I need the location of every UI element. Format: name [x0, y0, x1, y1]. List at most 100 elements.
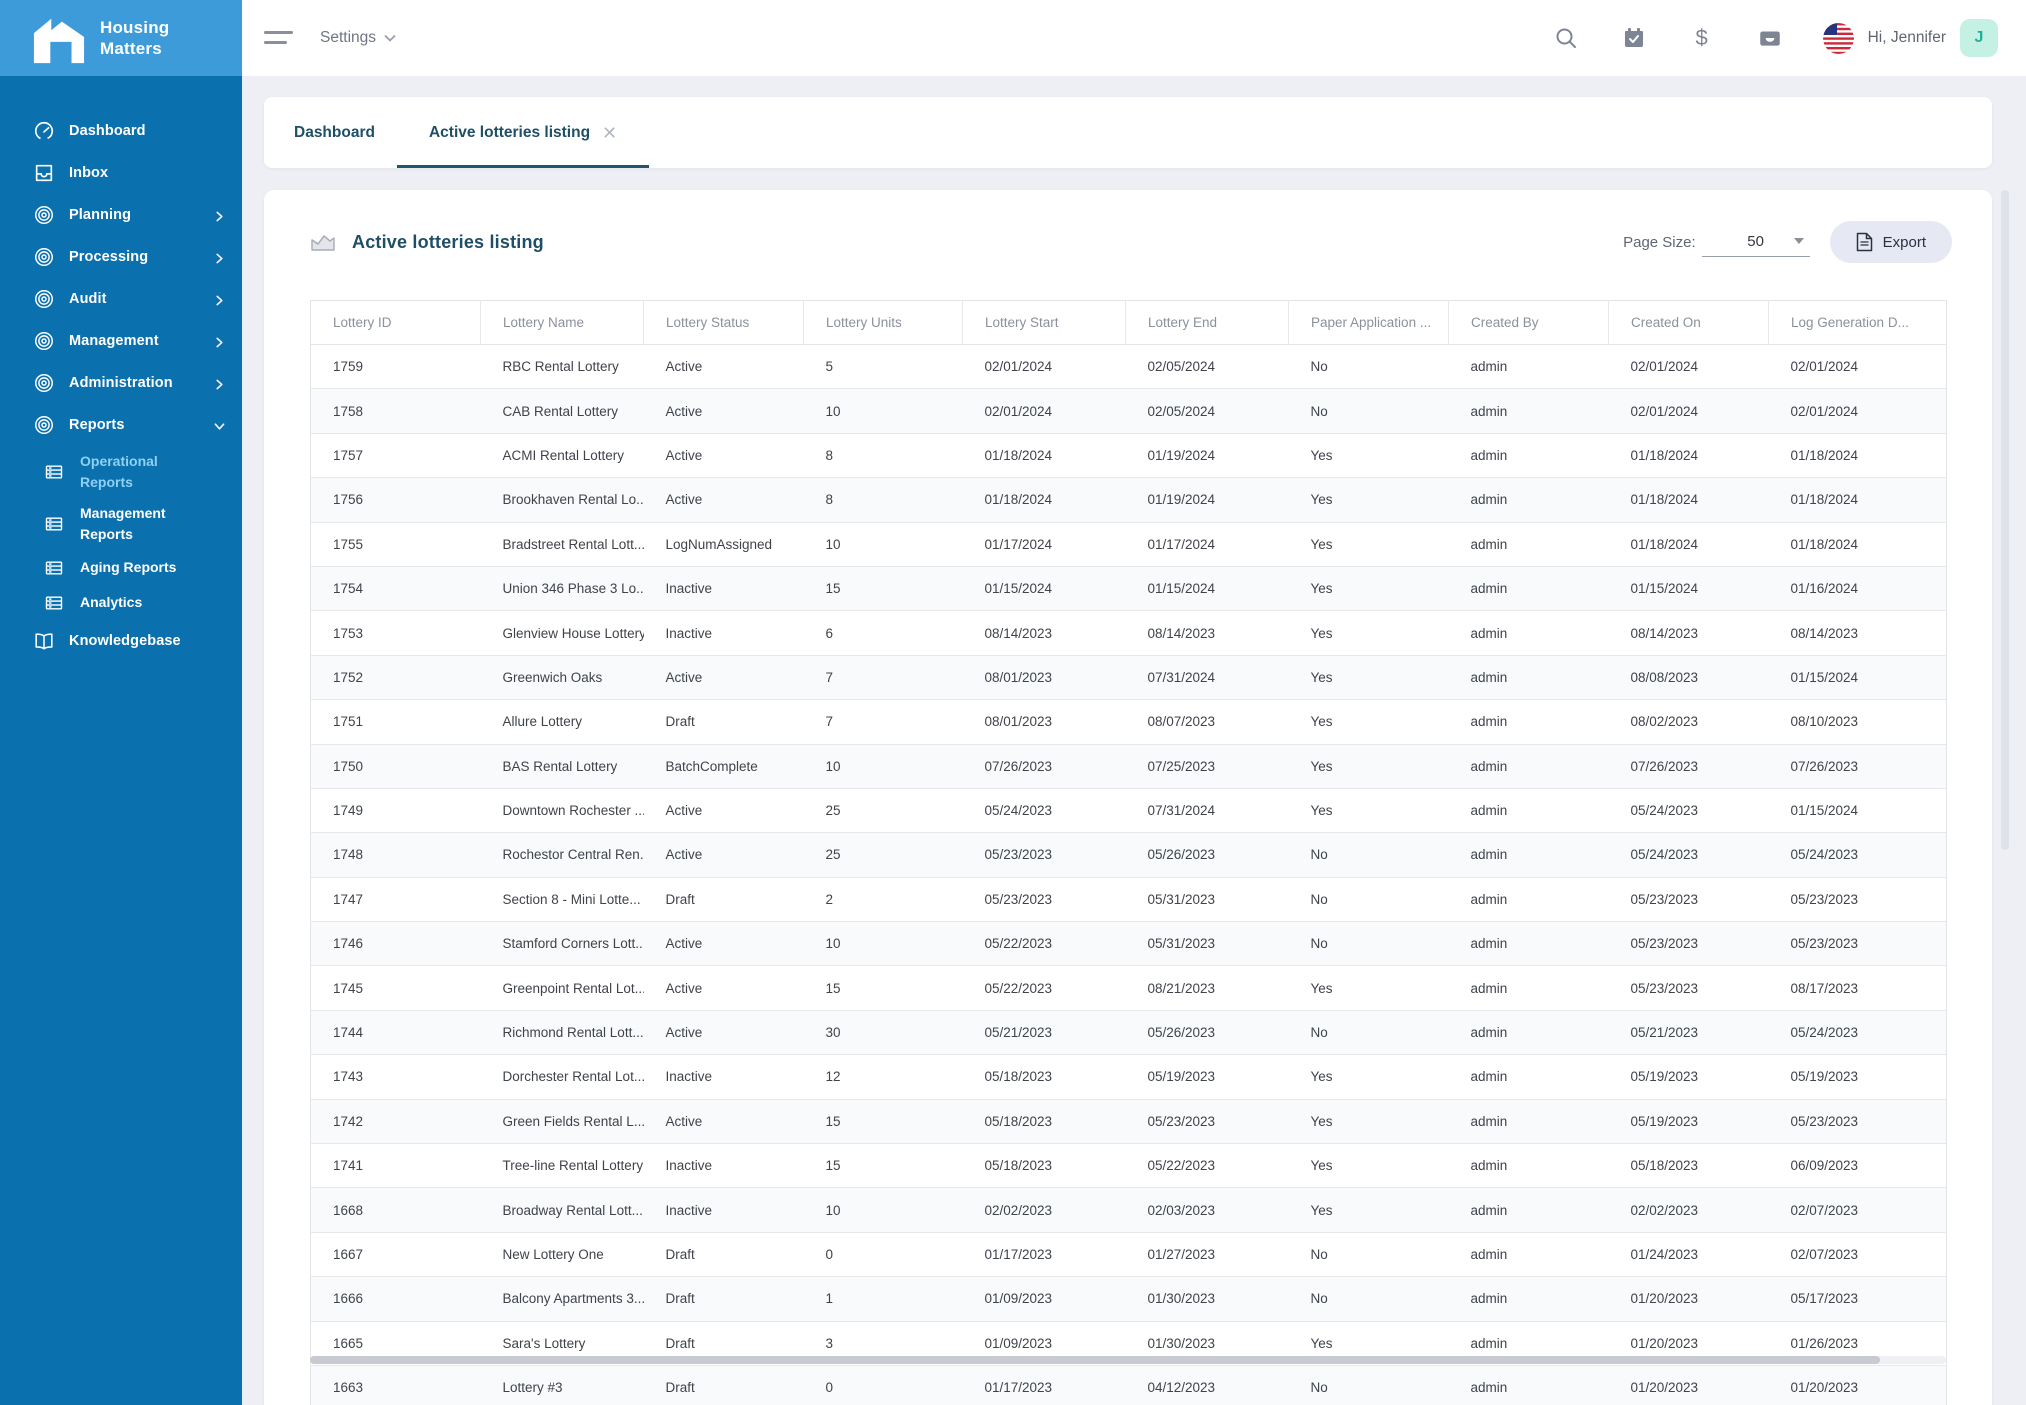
- table-cell: 1746: [311, 922, 481, 966]
- sidebar-item-management[interactable]: Management: [0, 320, 242, 362]
- table-row[interactable]: 1754Union 346 Phase 3 Lo...Inactive1501/…: [311, 566, 1947, 610]
- sidebar-item-inbox[interactable]: Inbox: [0, 152, 242, 194]
- table-row[interactable]: 1667New Lottery OneDraft001/17/202301/27…: [311, 1232, 1947, 1276]
- column-header[interactable]: Log Generation D...: [1769, 301, 1947, 345]
- horizontal-scrollbar-thumb[interactable]: [310, 1356, 1880, 1364]
- table-cell: 01/30/2023: [1126, 1277, 1289, 1321]
- column-header[interactable]: Lottery Units: [804, 301, 963, 345]
- column-header[interactable]: Created By: [1449, 301, 1609, 345]
- table-row[interactable]: 1748Rochestor Central Ren...Active2505/2…: [311, 833, 1947, 877]
- target-icon: [33, 204, 55, 226]
- table-cell: Inactive: [644, 611, 804, 655]
- table-row[interactable]: 1741Tree-line Rental LotteryInactive1505…: [311, 1144, 1947, 1188]
- column-header[interactable]: Created On: [1609, 301, 1769, 345]
- sidebar-item-processing[interactable]: Processing: [0, 236, 242, 278]
- table-cell: 05/24/2023: [1769, 833, 1947, 877]
- search-icon[interactable]: [1553, 25, 1579, 51]
- table-cell: 05/23/2023: [963, 877, 1126, 921]
- sidebar-item-dashboard[interactable]: Dashboard: [0, 110, 242, 152]
- table-cell: No: [1289, 1277, 1449, 1321]
- table-cell: 01/16/2024: [1769, 566, 1947, 610]
- column-header[interactable]: Lottery Status: [644, 301, 804, 345]
- settings-menu[interactable]: Settings: [320, 29, 396, 47]
- sidebar-item-label: Administration: [69, 375, 214, 391]
- sidebar-item-aging-reports[interactable]: Aging Reports: [0, 550, 242, 585]
- target-icon: [33, 288, 55, 310]
- table-cell: Yes: [1289, 655, 1449, 699]
- settings-label: Settings: [320, 29, 376, 47]
- app-logo[interactable]: HousingMatters: [0, 0, 242, 76]
- avatar[interactable]: J: [1960, 19, 1998, 57]
- table-cell: 08/17/2023: [1769, 966, 1947, 1010]
- table-cell: 05/26/2023: [1126, 1010, 1289, 1054]
- sidebar-nav: DashboardInboxPlanningProcessingAuditMan…: [0, 76, 242, 662]
- inbox-tray-icon[interactable]: [1757, 25, 1783, 51]
- table-cell: Rochestor Central Ren...: [481, 833, 644, 877]
- table-row[interactable]: 1759RBC Rental LotteryActive502/01/20240…: [311, 345, 1947, 389]
- chevron-right-icon: [214, 251, 226, 263]
- table-cell: admin: [1449, 611, 1609, 655]
- table-row[interactable]: 1747Section 8 - Mini Lotte...Draft205/23…: [311, 877, 1947, 921]
- table-cell: Active: [644, 433, 804, 477]
- table-row[interactable]: 1752Greenwich OaksActive708/01/202307/31…: [311, 655, 1947, 699]
- table-cell: 08/07/2023: [1126, 700, 1289, 744]
- export-button[interactable]: Export: [1830, 221, 1952, 263]
- us-flag-icon[interactable]: [1823, 23, 1854, 54]
- table-row[interactable]: 1753Glenview House LotteryInactive608/14…: [311, 611, 1947, 655]
- table-row[interactable]: 1743Dorchester Rental Lot...Inactive1205…: [311, 1055, 1947, 1099]
- table-cell: 05/24/2023: [963, 788, 1126, 832]
- table-row[interactable]: 1750BAS Rental LotteryBatchComplete1007/…: [311, 744, 1947, 788]
- table-row[interactable]: 1757ACMI Rental LotteryActive801/18/2024…: [311, 433, 1947, 477]
- sidebar-item-knowledgebase[interactable]: Knowledgebase: [0, 620, 242, 662]
- table-cell: 05/19/2023: [1126, 1055, 1289, 1099]
- sidebar-item-reports[interactable]: Reports: [0, 404, 242, 446]
- column-header[interactable]: Lottery Name: [481, 301, 644, 345]
- vertical-scrollbar[interactable]: [2001, 190, 2009, 1405]
- table-row[interactable]: 1668Broadway Rental Lott...Inactive1002/…: [311, 1188, 1947, 1232]
- table-row[interactable]: 1742Green Fields Rental L...Active1505/1…: [311, 1099, 1947, 1143]
- column-header[interactable]: Lottery Start: [963, 301, 1126, 345]
- table-cell: 01/15/2024: [1609, 566, 1769, 610]
- table-cell: No: [1289, 389, 1449, 433]
- document-icon: [1856, 232, 1873, 252]
- tab-dashboard[interactable]: Dashboard: [272, 97, 397, 168]
- table-cell: 0: [804, 1232, 963, 1276]
- sidebar-item-analytics[interactable]: Analytics: [0, 585, 242, 620]
- table-row[interactable]: 1758CAB Rental LotteryActive1002/01/2024…: [311, 389, 1947, 433]
- table-cell: 01/15/2024: [1126, 566, 1289, 610]
- dollar-icon[interactable]: $: [1689, 25, 1715, 51]
- column-header[interactable]: Lottery ID: [311, 301, 481, 345]
- table-cell: Yes: [1289, 788, 1449, 832]
- table-cell: BAS Rental Lottery: [481, 744, 644, 788]
- sidebar-item-audit[interactable]: Audit: [0, 278, 242, 320]
- page-size-select[interactable]: 50: [1702, 227, 1810, 257]
- calendar-check-icon[interactable]: [1621, 25, 1647, 51]
- table-row[interactable]: 1666Balcony Apartments 3...Draft101/09/2…: [311, 1277, 1947, 1321]
- vertical-scrollbar-thumb[interactable]: [2001, 190, 2009, 850]
- horizontal-scrollbar[interactable]: [310, 1356, 1946, 1364]
- table-row[interactable]: 1746Stamford Corners Lott...Active1005/2…: [311, 922, 1947, 966]
- menu-toggle-icon[interactable]: [264, 29, 294, 47]
- table-row[interactable]: 1756Brookhaven Rental Lo...Active801/18/…: [311, 478, 1947, 522]
- column-header[interactable]: Paper Application ...: [1289, 301, 1449, 345]
- table-row[interactable]: 1751Allure LotteryDraft708/01/202308/07/…: [311, 700, 1947, 744]
- table-row[interactable]: 1755Bradstreet Rental Lott...LogNumAssig…: [311, 522, 1947, 566]
- table-row[interactable]: 1749Downtown Rochester ...Active2505/24/…: [311, 788, 1947, 832]
- sidebar-item-operational-reports[interactable]: Operational Reports: [0, 446, 242, 498]
- tab-active-lotteries-listing[interactable]: Active lotteries listing ✕: [397, 97, 649, 168]
- table-row[interactable]: 1744Richmond Rental Lott...Active3005/21…: [311, 1010, 1947, 1054]
- table-row[interactable]: 1745Greenpoint Rental Lot...Active1505/2…: [311, 966, 1947, 1010]
- table-cell: Active: [644, 922, 804, 966]
- table-cell: 1666: [311, 1277, 481, 1321]
- sidebar-item-management-reports[interactable]: Management Reports: [0, 498, 242, 550]
- sidebar-item-administration[interactable]: Administration: [0, 362, 242, 404]
- table-row[interactable]: 1663Lottery #3Draft001/17/202304/12/2023…: [311, 1365, 1947, 1405]
- column-header[interactable]: Lottery End: [1126, 301, 1289, 345]
- sidebar-item-planning[interactable]: Planning: [0, 194, 242, 236]
- table-cell: Draft: [644, 877, 804, 921]
- close-icon[interactable]: ✕: [602, 124, 617, 142]
- sidebar-item-label: Operational Reports: [80, 451, 200, 493]
- table-cell: 08/21/2023: [1126, 966, 1289, 1010]
- table-cell: admin: [1449, 1365, 1609, 1405]
- sidebar-item-label: Inbox: [69, 165, 226, 181]
